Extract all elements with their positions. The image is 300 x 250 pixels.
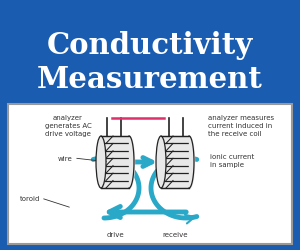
Bar	[8, 104, 292, 244]
Text: drive: drive	[106, 231, 124, 237]
Text: Measurement: Measurement	[37, 64, 263, 93]
Ellipse shape	[156, 136, 166, 188]
Text: analyzer measures
current induced in
the receive coil: analyzer measures current induced in the…	[208, 114, 274, 136]
Text: analyzer
generates AC
drive voltage: analyzer generates AC drive voltage	[45, 114, 92, 136]
Bar	[101, 136, 129, 188]
Text: wire: wire	[57, 156, 72, 161]
Text: ionic current
in sample: ionic current in sample	[210, 154, 254, 167]
Text: toroid: toroid	[20, 195, 40, 201]
Bar	[161, 136, 189, 188]
Text: Conductivity: Conductivity	[47, 31, 253, 60]
Ellipse shape	[96, 136, 106, 188]
Text: receive: receive	[162, 231, 188, 237]
